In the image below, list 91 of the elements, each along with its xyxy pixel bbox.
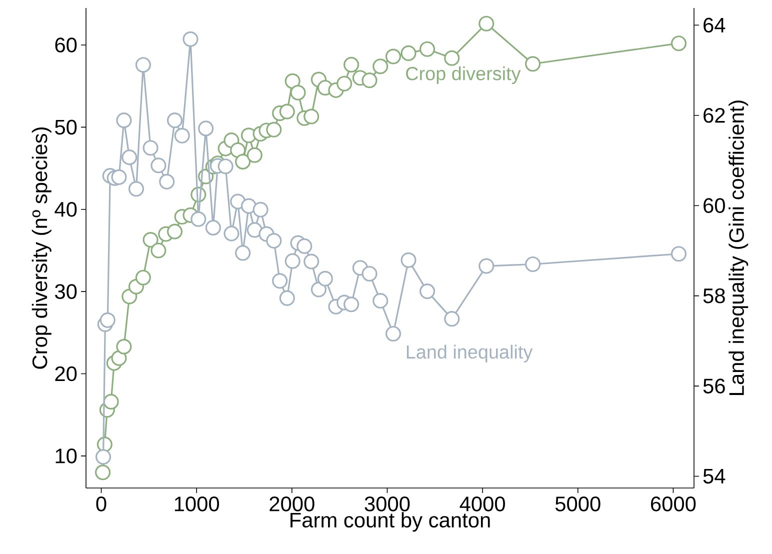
point	[111, 350, 127, 366]
point	[670, 246, 687, 262]
point	[174, 128, 190, 144]
point	[135, 270, 151, 286]
point	[240, 198, 257, 214]
point	[296, 238, 312, 254]
point	[103, 394, 119, 410]
point	[95, 464, 111, 480]
point	[246, 147, 262, 163]
point	[116, 338, 132, 354]
y-tick-label: 40	[54, 202, 77, 217]
point	[150, 158, 166, 174]
point	[266, 233, 282, 249]
point	[284, 253, 300, 269]
point	[252, 202, 268, 218]
point	[304, 254, 320, 270]
point	[478, 258, 494, 274]
point	[279, 104, 295, 120]
point	[235, 154, 251, 170]
y-tick-label: 30	[55, 284, 77, 299]
point	[336, 76, 352, 92]
point	[150, 242, 166, 258]
point	[122, 150, 138, 166]
x-tick-label: 2000	[270, 496, 314, 512]
point	[116, 112, 132, 128]
point	[279, 290, 295, 306]
point	[385, 48, 402, 64]
series-label: Crop diversity	[406, 66, 521, 84]
y-axis-title: Crop diversity (nº species)	[32, 128, 52, 369]
point	[400, 45, 416, 61]
point	[182, 31, 198, 47]
point	[128, 181, 144, 197]
y2-tick-label: 64	[704, 18, 726, 33]
point	[166, 112, 183, 128]
y2-tick-label: 56	[703, 378, 725, 394]
point	[100, 312, 116, 328]
point	[246, 222, 262, 238]
point	[362, 72, 378, 88]
y-tick-label: 20	[55, 366, 77, 382]
point	[344, 56, 360, 72]
point	[230, 142, 246, 158]
y-tick-label: 10	[56, 448, 77, 464]
point	[310, 282, 326, 298]
x-tick-label: 5000	[555, 496, 600, 512]
y2-tick-label: 54	[703, 468, 726, 484]
point	[304, 108, 320, 124]
point	[385, 326, 402, 342]
point	[400, 252, 416, 268]
point	[272, 273, 288, 289]
point	[284, 73, 300, 89]
y2-tick-label: 62	[704, 108, 725, 123]
point	[142, 232, 158, 248]
point	[159, 174, 175, 190]
point	[372, 293, 388, 309]
point	[478, 16, 494, 32]
point	[142, 140, 158, 156]
y-tick-label: 60	[55, 38, 77, 52]
point	[525, 56, 541, 72]
y2-tick-label: 60	[704, 198, 725, 213]
point	[290, 84, 306, 100]
point	[420, 284, 436, 300]
point	[344, 296, 360, 312]
point	[362, 266, 378, 282]
point	[218, 158, 234, 174]
x-tick-label: 1000	[174, 496, 220, 512]
series-label: Land inequality	[406, 344, 533, 362]
point	[198, 120, 214, 136]
point	[444, 311, 460, 327]
point	[420, 41, 436, 57]
x-tick-label: 4000	[460, 496, 506, 512]
y2-tick-label: 58	[703, 288, 725, 304]
point	[235, 245, 251, 261]
point	[166, 224, 183, 240]
point	[190, 211, 206, 227]
point	[266, 122, 282, 138]
point	[670, 36, 687, 52]
y2-axis-title: Land inequality (Gini coefficient)	[728, 100, 748, 395]
point	[525, 256, 541, 272]
x-tick-label: 0	[96, 496, 106, 512]
point	[135, 57, 151, 73]
point	[111, 169, 127, 185]
x-axis-title: Farm count by canton	[290, 512, 490, 532]
point	[95, 449, 112, 465]
point	[317, 270, 333, 286]
point	[444, 50, 460, 66]
point	[372, 58, 388, 74]
point	[224, 226, 240, 242]
y-tick-label: 50	[55, 120, 77, 135]
x-tick-label: 6000	[651, 496, 696, 512]
point	[205, 220, 221, 236]
x-tick-label: 3000	[364, 496, 410, 512]
